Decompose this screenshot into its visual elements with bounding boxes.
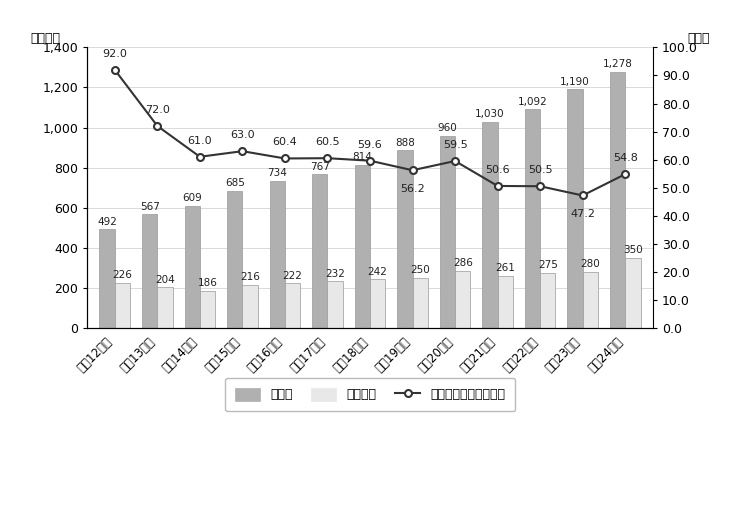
Bar (115, 283, 130, 328)
Text: 250: 250 (410, 265, 430, 276)
Text: 609: 609 (182, 194, 202, 203)
Bar (540, 273, 556, 328)
Text: 216: 216 (240, 272, 260, 282)
Text: 350: 350 (623, 245, 643, 255)
Bar (625, 258, 641, 328)
Bar (412, 278, 428, 328)
Text: 186: 186 (198, 278, 218, 288)
Bar (285, 283, 300, 328)
Text: 888: 888 (395, 138, 415, 148)
Text: 1,092: 1,092 (517, 97, 548, 107)
Bar (397, 150, 412, 328)
Bar (582, 272, 598, 328)
Bar (227, 191, 243, 328)
Text: 226: 226 (112, 270, 132, 280)
Bar (610, 72, 625, 328)
Text: 56.2: 56.2 (400, 184, 425, 194)
Text: 232: 232 (325, 269, 345, 279)
Text: 286: 286 (453, 258, 473, 268)
Bar (525, 109, 540, 328)
Text: 1,190: 1,190 (560, 77, 590, 87)
Text: 59.5: 59.5 (443, 140, 468, 150)
Text: 50.5: 50.5 (528, 165, 553, 175)
Bar (158, 287, 172, 328)
Text: （％）: （％） (687, 31, 710, 45)
Bar (328, 281, 343, 328)
Text: 63.0: 63.0 (230, 130, 255, 140)
Bar (440, 135, 455, 328)
Bar (370, 279, 386, 328)
Text: 54.8: 54.8 (613, 153, 638, 163)
Bar (497, 276, 513, 328)
Text: 960: 960 (437, 123, 457, 133)
Text: （億円）: （億円） (30, 31, 61, 45)
Text: 567: 567 (140, 202, 160, 212)
Text: 61.0: 61.0 (187, 135, 212, 146)
Text: 60.5: 60.5 (315, 137, 340, 147)
Bar (99, 229, 115, 328)
Legend: 事業費, 国庫補助, 都道府県への交付率％: 事業費, 国庫補助, 都道府県への交付率％ (225, 377, 515, 411)
Text: 72.0: 72.0 (145, 105, 169, 115)
Text: 767: 767 (310, 162, 330, 172)
Text: 280: 280 (580, 260, 600, 269)
Bar (184, 206, 200, 328)
Bar (354, 165, 370, 328)
Bar (200, 290, 215, 328)
Bar (482, 122, 497, 328)
Text: 60.4: 60.4 (272, 138, 297, 147)
Text: 47.2: 47.2 (570, 210, 595, 219)
Bar (312, 174, 328, 328)
Text: 1,030: 1,030 (475, 109, 505, 119)
Text: 50.6: 50.6 (485, 165, 510, 175)
Text: 261: 261 (495, 263, 515, 273)
Bar (142, 214, 158, 328)
Text: 242: 242 (368, 267, 388, 277)
Text: 92.0: 92.0 (102, 49, 127, 59)
Bar (568, 90, 582, 328)
Text: 492: 492 (97, 217, 117, 227)
Text: 275: 275 (538, 261, 558, 270)
Text: 222: 222 (283, 271, 303, 281)
Text: 204: 204 (155, 274, 175, 285)
Text: 685: 685 (225, 178, 245, 188)
Text: 814: 814 (352, 152, 372, 162)
Bar (269, 181, 285, 328)
Text: 734: 734 (267, 168, 287, 178)
Text: 59.6: 59.6 (357, 140, 383, 149)
Bar (455, 270, 471, 328)
Bar (243, 285, 258, 328)
Text: 1,278: 1,278 (602, 59, 633, 70)
